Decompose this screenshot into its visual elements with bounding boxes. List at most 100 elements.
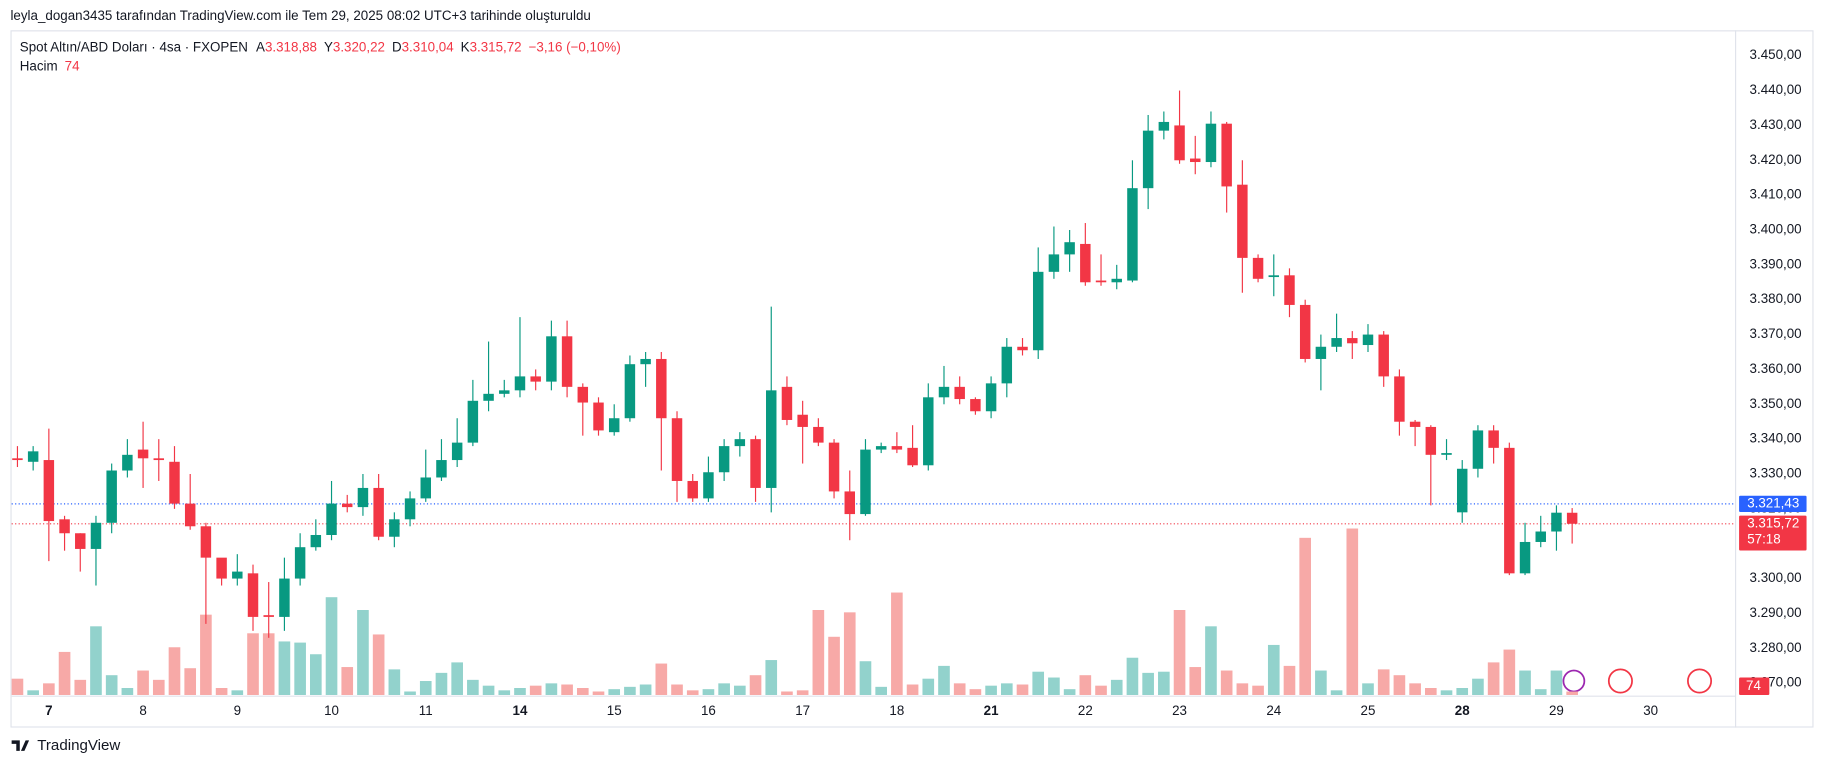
candle-body: [232, 571, 243, 579]
volume-bar: [404, 691, 416, 695]
y-tick-label: 3.290,00: [1750, 605, 1802, 620]
volume-bar: [247, 633, 259, 695]
volume-bar: [859, 661, 872, 695]
volume-bar: [43, 683, 55, 695]
volume-bar: [168, 647, 181, 695]
volume-bar: [608, 689, 621, 695]
candle-body: [1409, 421, 1421, 427]
volume-bar: [419, 681, 432, 695]
y-tick-label: 3.420,00: [1750, 152, 1802, 167]
x-tick-label: 9: [234, 703, 241, 718]
candle-body: [184, 503, 196, 527]
x-tick-label: 16: [701, 703, 716, 718]
volume-bar: [1346, 528, 1359, 695]
y-tick-label: 3.430,00: [1750, 117, 1802, 132]
x-tick-label: 29: [1549, 703, 1564, 718]
price-label: 3.315,72: [1747, 515, 1799, 530]
candle-body: [891, 446, 903, 450]
candle-body: [1551, 512, 1562, 532]
volume-bar: [1472, 678, 1484, 695]
volume-value: 74: [65, 58, 80, 73]
volume-bar: [1032, 671, 1045, 695]
y-tick-label: 3.300,00: [1750, 570, 1802, 585]
ohlc-value: 3.315,72: [470, 39, 522, 54]
volume-label-box: [1739, 677, 1770, 695]
footer: TradingView: [37, 737, 120, 754]
x-tick-label: 25: [1361, 703, 1376, 718]
volume-bar: [671, 684, 683, 695]
volume-bar: [215, 688, 228, 695]
volume-bar: [796, 690, 809, 695]
y-tick-label: 3.380,00: [1750, 291, 1802, 306]
volume-bar: [137, 670, 149, 695]
candle-body: [766, 390, 777, 488]
candle-body: [1017, 346, 1028, 351]
candle-body: [310, 534, 322, 548]
candle-body: [1504, 447, 1515, 574]
candle-body: [247, 573, 259, 617]
volume-bar: [906, 684, 919, 695]
volume-bar: [498, 690, 511, 695]
candle-body: [1221, 123, 1232, 187]
frame: [10, 30, 1814, 728]
candle-body: [1032, 271, 1044, 351]
candle-body: [75, 533, 86, 549]
y-tick-label: 3.410,00: [1750, 187, 1802, 202]
event-icon: [1562, 669, 1586, 693]
volume-bar: [467, 679, 479, 695]
volume-bar: [310, 654, 322, 695]
volume-bar: [58, 651, 71, 695]
candle-body: [1378, 334, 1389, 377]
candle-body: [703, 472, 714, 499]
volume-label: 74: [1746, 678, 1761, 693]
ohlc-value: 3.310,04: [402, 39, 455, 54]
candle-body: [216, 557, 227, 579]
change: −3,16 (−0,10%): [529, 39, 621, 54]
volume-bar: [1110, 679, 1123, 695]
volume-bars: [11, 528, 1578, 695]
candle-body: [1488, 430, 1499, 448]
event-icons: [1562, 668, 1713, 694]
volume-bar: [938, 665, 950, 695]
volume-bar: [1063, 689, 1076, 695]
volume-bar: [969, 689, 982, 695]
volume-bar: [639, 684, 652, 695]
candle-body: [671, 418, 683, 481]
volume-bar: [1283, 665, 1296, 695]
x-tick-label: 15: [607, 703, 622, 718]
candle-body: [137, 449, 149, 459]
event-icon: [1607, 668, 1633, 694]
volume-bar: [843, 612, 856, 695]
y-tick-label: 3.280,00: [1750, 640, 1802, 655]
candle-body: [373, 487, 384, 537]
volume-bar: [1393, 675, 1406, 695]
candle-body: [860, 449, 871, 515]
candle-body: [608, 418, 620, 433]
candle-body: [294, 547, 306, 579]
candle-body: [1190, 158, 1201, 163]
candle-body: [546, 336, 557, 382]
y-tick-label: 3.440,00: [1750, 82, 1802, 97]
volume-bar: [1158, 671, 1170, 695]
candle-body: [1158, 121, 1170, 131]
volume-bar: [812, 610, 825, 695]
volume-bar: [1016, 684, 1029, 695]
volume-bar: [718, 683, 730, 695]
volume-bar: [152, 679, 165, 695]
x-tick-label: 21: [984, 703, 999, 718]
ohlc-value: 3.318,88: [265, 39, 317, 54]
volume-bar: [325, 597, 338, 695]
candle-body: [1456, 468, 1468, 513]
candle-body: [90, 522, 102, 549]
y-tick-label: 3.340,00: [1750, 431, 1802, 446]
volume-bar: [278, 641, 291, 695]
candle-body: [875, 446, 887, 450]
countdown: 57:18: [1747, 532, 1780, 547]
y-tick-label: 3.400,00: [1750, 222, 1802, 237]
volume-bar: [561, 684, 573, 695]
volume-bar: [90, 626, 102, 695]
volume-bar: [1173, 610, 1186, 695]
volume-bar: [1566, 691, 1578, 695]
